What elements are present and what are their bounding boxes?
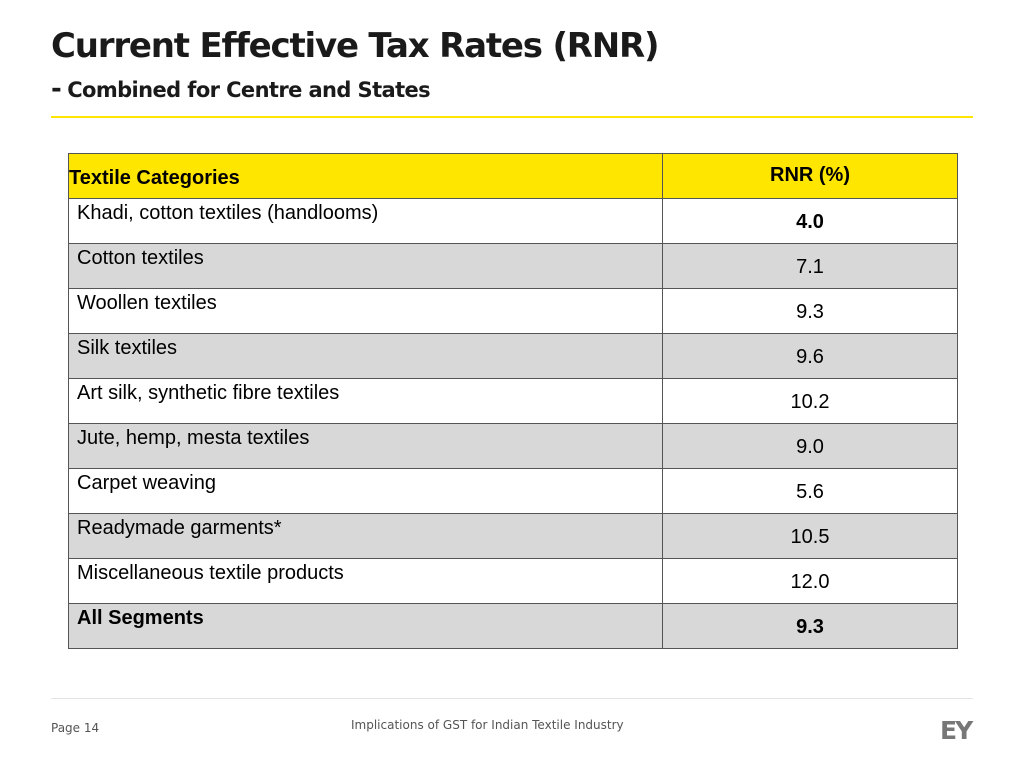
category-cell: Silk textiles	[68, 333, 663, 379]
table-row: Carpet weaving 5.6	[68, 468, 958, 514]
table-row: Jute, hemp, mesta textiles 9.0	[68, 423, 958, 469]
page-subtitle: - Combined for Centre and States	[51, 74, 431, 104]
table-row: Khadi, cotton textiles (handlooms) 4.0	[68, 198, 958, 244]
rnr-cell: 9.0	[662, 423, 958, 469]
rnr-cell: 9.3	[662, 603, 958, 649]
rnr-cell: 10.2	[662, 378, 958, 424]
rnr-cell: 7.1	[662, 243, 958, 289]
table-row: Miscellaneous textile products 12.0	[68, 558, 958, 604]
ey-logo: EY	[940, 716, 973, 745]
footer-divider	[51, 698, 973, 699]
table-row: Art silk, synthetic fibre textiles 10.2	[68, 378, 958, 424]
rnr-cell: 10.5	[662, 513, 958, 559]
category-cell: All Segments	[68, 603, 663, 649]
table-row: Readymade garments* 10.5	[68, 513, 958, 559]
rnr-table: Textile Categories RNR (%) Khadi, cotton…	[68, 153, 958, 649]
category-cell: Art silk, synthetic fibre textiles	[68, 378, 663, 424]
table-row: Cotton textiles 7.1	[68, 243, 958, 289]
rnr-cell: 12.0	[662, 558, 958, 604]
category-cell: Cotton textiles	[68, 243, 663, 289]
category-cell: Khadi, cotton textiles (handlooms)	[68, 198, 663, 244]
category-cell: Readymade garments*	[68, 513, 663, 559]
category-cell: Carpet weaving	[68, 468, 663, 514]
table-header-row: Textile Categories RNR (%)	[68, 153, 958, 199]
rnr-cell: 4.0	[662, 198, 958, 244]
page-title: Current Effective Tax Rates (RNR)	[51, 26, 660, 66]
table-row-total: All Segments 9.3	[68, 603, 958, 649]
rnr-cell: 5.6	[662, 468, 958, 514]
subtitle-dash: -	[51, 74, 62, 104]
footer-title: Implications of GST for Indian Textile I…	[351, 718, 624, 732]
category-cell: Jute, hemp, mesta textiles	[68, 423, 663, 469]
subtitle-text: Combined for Centre and States	[67, 78, 431, 102]
category-cell: Woollen textiles	[68, 288, 663, 334]
table-row: Woollen textiles 9.3	[68, 288, 958, 334]
header-rnr: RNR (%)	[662, 153, 958, 199]
title-divider	[51, 116, 973, 118]
table-row: Silk textiles 9.6	[68, 333, 958, 379]
category-cell: Miscellaneous textile products	[68, 558, 663, 604]
rnr-cell: 9.3	[662, 288, 958, 334]
rnr-cell: 9.6	[662, 333, 958, 379]
page-number: Page 14	[51, 721, 100, 735]
header-textile-categories: Textile Categories	[68, 153, 663, 199]
